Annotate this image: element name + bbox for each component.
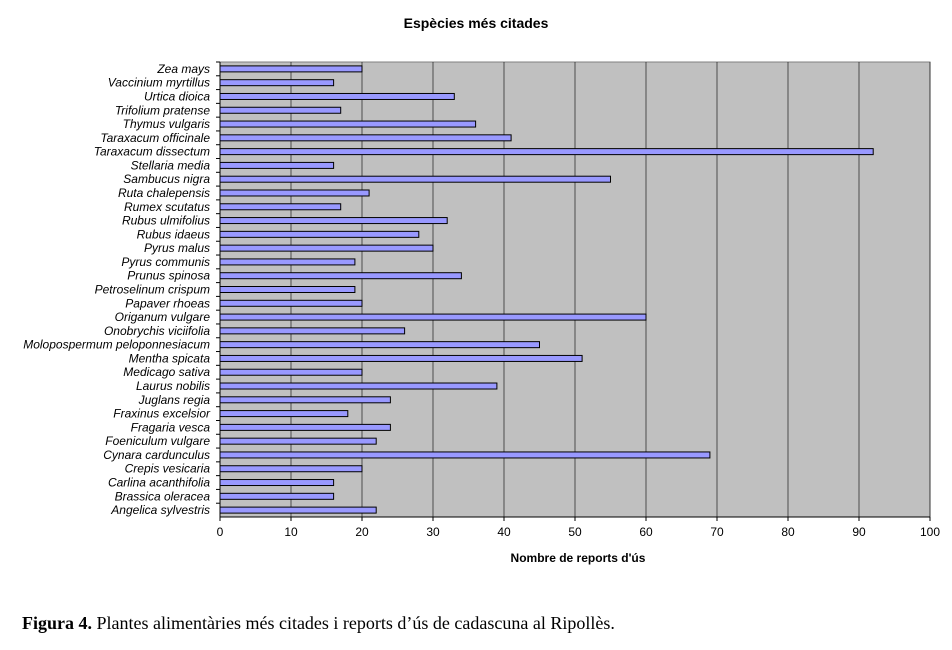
x-tick-label: 80: [781, 525, 795, 539]
category-label: Zea mays: [156, 62, 210, 76]
category-label: Juglans regia: [138, 393, 211, 407]
category-label: Sambucus nigra: [123, 172, 210, 186]
bar: [219, 120, 477, 128]
category-label: Angelica sylvestris: [110, 503, 210, 517]
bar: [219, 451, 711, 459]
category-label: Laurus nobilis: [136, 379, 210, 393]
bar: [219, 106, 342, 114]
bar: [219, 79, 335, 87]
x-tick-label: 20: [355, 525, 369, 539]
x-tick-label: 30: [426, 525, 440, 539]
category-label: Origanum vulgare: [115, 310, 211, 324]
category-label: Papaver rhoeas: [125, 296, 210, 310]
category-label: Stellaria media: [131, 158, 211, 172]
category-label: Vaccinium myrtillus: [108, 76, 210, 90]
bar: [219, 465, 363, 473]
bar: [219, 65, 363, 73]
category-label: Medicago sativa: [123, 365, 210, 379]
bar: [219, 410, 349, 418]
category-label: Urtica dioica: [144, 89, 210, 103]
bar: [219, 368, 363, 376]
category-label: Fraxinus excelsior: [113, 407, 211, 421]
bar: [219, 506, 377, 514]
bar: [219, 148, 874, 156]
category-label: Onobrychis viciifolia: [104, 324, 210, 338]
x-tick-label: 0: [217, 525, 224, 539]
bar: [219, 396, 391, 404]
bar: [219, 437, 377, 445]
category-label: Rubus ulmifolius: [122, 214, 210, 228]
bar: [219, 354, 583, 362]
x-tick-label: 60: [639, 525, 653, 539]
bar: [219, 258, 356, 266]
bar: [219, 299, 363, 307]
bar: [219, 479, 335, 487]
category-label: Pyrus communis: [121, 255, 210, 269]
category-label: Molopospermum peloponnesiacum: [23, 338, 210, 352]
x-tick-label: 40: [497, 525, 511, 539]
category-label: Taraxacum officinale: [100, 131, 210, 145]
figure-caption: Figura 4. Plantes alimentàries més citad…: [22, 613, 615, 634]
category-label: Prunus spinosa: [127, 269, 210, 283]
x-tick-label: 90: [852, 525, 866, 539]
bar: [219, 492, 335, 500]
category-label: Brassica oleracea: [115, 489, 211, 503]
category-label: Thymus vulgaris: [123, 117, 210, 131]
category-label: Cynara cardunculus: [103, 448, 210, 462]
category-label: Trifolium pratense: [115, 103, 210, 117]
bar: [219, 341, 540, 349]
category-label: Mentha spicata: [129, 351, 211, 365]
figure-caption-text: Plantes alimentàries més citades i repor…: [92, 613, 615, 633]
category-label: Taraxacum dissectum: [94, 145, 210, 159]
bar: [219, 272, 462, 280]
x-tick-label: 100: [920, 525, 940, 539]
chart-title: Espècies més citades: [404, 15, 549, 31]
x-tick-label: 50: [568, 525, 582, 539]
x-tick-label: 70: [710, 525, 724, 539]
bar: [219, 382, 498, 390]
bar: [219, 327, 406, 335]
bar: [219, 134, 512, 142]
category-label: Carlina acanthifolia: [108, 476, 210, 490]
bar: [219, 203, 342, 211]
x-tick-label: 10: [284, 525, 298, 539]
bars: [219, 65, 874, 514]
bar: [219, 175, 611, 183]
bar: [219, 423, 391, 431]
category-label: Petroselinum crispum: [95, 283, 210, 297]
bar: [219, 217, 448, 225]
category-label: Pyrus malus: [144, 241, 210, 255]
bar: [219, 313, 647, 321]
bar: [219, 92, 455, 100]
x-axis-ticks: 0 10 20 30 40 50 60 70 80 90 100: [217, 517, 940, 539]
category-label: Ruta chalepensis: [118, 186, 210, 200]
category-label: Foeniculum vulgare: [105, 434, 210, 448]
category-label: Fragaria vesca: [131, 420, 211, 434]
figure-caption-label: Figura 4.: [22, 613, 92, 633]
category-label: Crepis vesicaria: [125, 462, 211, 476]
bar: [219, 230, 420, 238]
bar: [219, 161, 335, 169]
x-axis-title: Nombre de reports d'ús: [511, 551, 646, 565]
category-label: Rumex scutatus: [124, 200, 210, 214]
category-label: Rubus idaeus: [137, 227, 210, 241]
bar: [219, 286, 356, 293]
bar: [219, 244, 434, 252]
bar: [219, 189, 370, 197]
